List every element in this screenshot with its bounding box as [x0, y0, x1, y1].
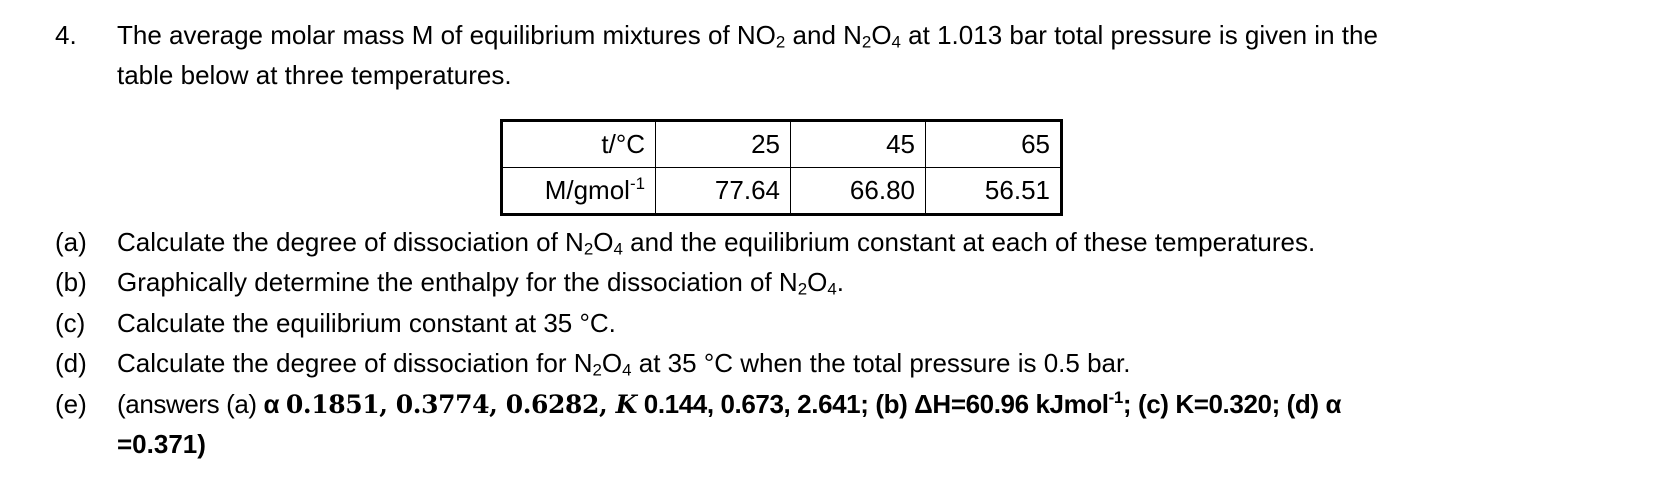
text: and the equilibrium constant at each of …: [622, 227, 1316, 257]
text: and N: [785, 20, 862, 50]
text: Calculate the degree of dissociation of …: [117, 227, 584, 257]
intro-line-1: The average molar mass M of equilibrium …: [117, 20, 1378, 50]
k-symbol: K: [615, 390, 638, 419]
intro-line-2: table below at three temperatures.: [117, 60, 512, 90]
part-label: (d): [55, 348, 87, 378]
table-cell: 65: [925, 120, 1062, 168]
text: O: [807, 267, 828, 297]
text: ; (c) K=0.320; (d) α: [1122, 389, 1342, 419]
subscript: 2: [592, 360, 602, 380]
text: O: [593, 227, 614, 257]
superscript: -1: [1108, 387, 1124, 407]
part-label: (e): [55, 389, 87, 419]
subscript: 4: [613, 239, 623, 259]
text: at 1.013 bar total pressure is given in …: [900, 20, 1378, 50]
row-header: M/gmol-1: [501, 167, 656, 215]
subscript: 2: [583, 239, 594, 259]
table-cell: 45: [790, 120, 926, 168]
subscript: 4: [622, 360, 632, 380]
k-values: 0.144, 0.673, 2.641; (b) ΔH=60.96 kJmol: [636, 389, 1109, 419]
text: (answers (a): [117, 389, 264, 419]
answers-text: (answers (a) α 0.1851, 0.3774, 0.6282, K…: [117, 389, 1341, 420]
subscript: 4: [827, 279, 837, 299]
table-row: t/°C 25 45 65: [501, 120, 1062, 168]
text: Calculate the degree of dissociation for…: [117, 348, 593, 378]
table-cell: 56.51: [925, 167, 1062, 215]
subscript: 4: [891, 32, 901, 52]
table-cell: 66.80: [790, 167, 926, 215]
part-text: Calculate the equilibrium constant at 35…: [117, 308, 616, 338]
table-row: M/gmol-1 77.64 66.80 56.51: [501, 167, 1062, 215]
alpha-symbol: α: [263, 389, 286, 419]
text: The average molar mass M of equilibrium …: [117, 20, 776, 50]
answers-line-2: =0.371): [117, 429, 206, 459]
text: Graphically determine the enthalpy for t…: [117, 267, 798, 297]
question-number: 4.: [55, 20, 77, 50]
subscript: 2: [861, 32, 872, 52]
text: .: [836, 267, 844, 297]
part-text: Calculate the degree of dissociation of …: [117, 227, 1315, 257]
subscript: 2: [797, 279, 808, 299]
row-header: t/°C: [501, 120, 656, 168]
part-text: Graphically determine the enthalpy for t…: [117, 267, 844, 297]
superscript: -1: [629, 173, 645, 193]
alpha-values: 0.1851, 0.3774, 0.6282,: [285, 390, 616, 419]
text: at 35 °C when the total pressure is 0.5 …: [631, 348, 1131, 378]
part-label: (c): [55, 308, 86, 338]
table-cell: 25: [655, 120, 791, 168]
part-label: (b): [55, 267, 87, 297]
text: O: [871, 20, 892, 50]
table-cell: 77.64: [655, 167, 791, 215]
part-text: Calculate the degree of dissociation for…: [117, 348, 1130, 378]
data-table: t/°C 25 45 65 M/gmol-1 77.64 66.80 56.51: [500, 119, 1063, 216]
part-label: (a): [55, 227, 87, 257]
text: O: [601, 348, 623, 378]
text: M/gmol: [544, 175, 630, 205]
subscript: 2: [775, 32, 786, 52]
